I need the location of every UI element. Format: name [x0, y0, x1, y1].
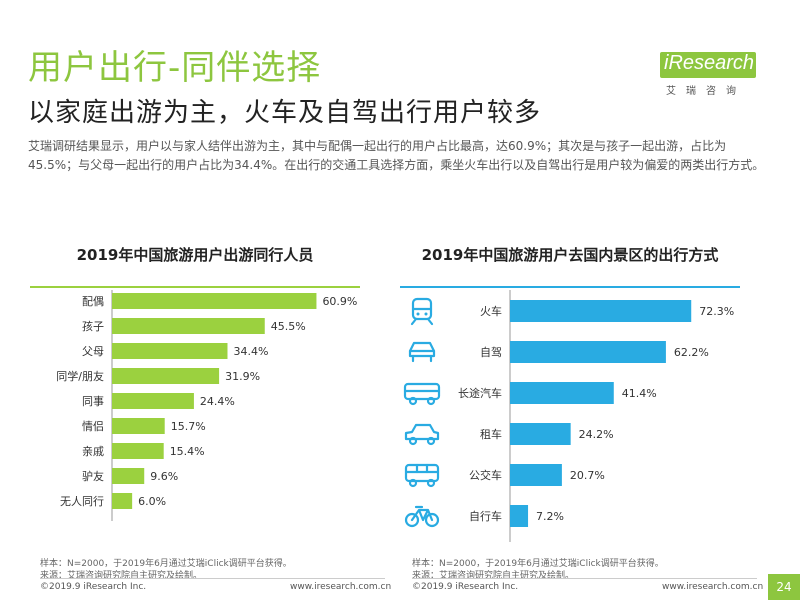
category-label: 驴友: [82, 469, 104, 483]
logo-name: iResearch: [664, 52, 755, 74]
bar: [112, 418, 165, 434]
data-label: 15.7%: [171, 420, 206, 433]
category-label: 孩子: [82, 320, 104, 333]
category-label: 租车: [480, 427, 502, 441]
bicycle-icon: [404, 505, 440, 528]
category-label: 公交车: [469, 468, 502, 482]
bar: [510, 423, 571, 445]
bar: [510, 382, 614, 404]
category-label: 自行车: [469, 509, 502, 523]
footer-url: www.iresearch.com.cn: [662, 582, 764, 592]
bar: [112, 443, 164, 459]
category-label: 情侣: [82, 419, 104, 433]
category-label: 自驾: [480, 346, 502, 359]
data-label: 72.3%: [699, 305, 734, 318]
data-label: 41.4%: [622, 387, 657, 400]
page-description: 艾瑞调研结果显示，用户以与家人结伴出游为主，其中与配偶一起出行的用户占比最高，达…: [28, 139, 765, 172]
bar: [510, 505, 529, 527]
panel-divider: [30, 286, 360, 288]
category-label: 父母: [82, 345, 104, 358]
page-number: 24: [768, 574, 800, 600]
minibus-icon: [404, 463, 440, 488]
data-label: 7.2%: [536, 510, 564, 523]
source-text: 来源：艾瑞咨询研究院自主研究及绘制。: [412, 571, 575, 581]
footer-copyright: ©2019.9 iResearch Inc.: [40, 582, 147, 592]
bar: [112, 343, 228, 359]
car-icon: [408, 341, 436, 363]
data-label: 31.9%: [225, 370, 260, 383]
data-label: 20.7%: [570, 469, 605, 482]
category-label: 配偶: [82, 295, 104, 308]
bar: [112, 468, 145, 484]
data-label: 34.4%: [233, 345, 268, 358]
sample-note-left: 样本：N=2000，于2019年6月通过艾瑞iClick调研平台获得。 来源：艾…: [40, 558, 292, 582]
companion-bar-chart: 配偶 60.9% 孩子 45.5% 父母 34.4% 同学/朋友 31.9% 同事 24.4% 情侣…: [56, 290, 357, 521]
data-label: 45.5%: [271, 320, 306, 333]
bar: [112, 318, 265, 334]
category-label: 亲戚: [82, 444, 104, 458]
panel-divider: [400, 286, 740, 288]
logo-subtitle: 艾瑞咨询: [666, 86, 746, 97]
page-title: 用户出行-同伴选择: [28, 48, 322, 88]
category-label: 同事: [82, 395, 104, 408]
companion-chart-panel: 2019年中国旅游用户出游同行人员 配偶 60.9% 孩子 45.5% 父母 34.4% 同…: [30, 230, 360, 570]
bar: [510, 300, 692, 322]
logo-badge: [660, 52, 756, 78]
data-label: 6.0%: [138, 495, 166, 508]
bar: [112, 293, 317, 309]
bar: [112, 493, 133, 509]
bus-icon: [403, 382, 441, 406]
bar: [510, 464, 562, 486]
data-label: 60.9%: [322, 295, 357, 308]
bar: [112, 393, 194, 409]
sample-text: 样本：N=2000，于2019年6月通过艾瑞iClick调研平台获得。: [40, 559, 292, 569]
transport-bar-chart: 火车 72.3% 自驾 62.2% 长途汽车 41.4% 租车 24.2% 公交车 20.7% 自行…: [403, 290, 734, 542]
category-label: 火车: [480, 304, 502, 318]
rental-car-icon: [404, 423, 440, 446]
page-subtitle: 以家庭出游为主，火车及自驾出行用户较多: [28, 98, 542, 128]
footer-line: [40, 578, 385, 579]
train-icon: [410, 297, 434, 326]
sample-text: 样本：N=2000，于2019年6月通过艾瑞iClick调研平台获得。: [412, 559, 664, 569]
data-label: 62.2%: [674, 346, 709, 359]
footer-line: [412, 578, 757, 579]
transport-chart-title: 2019年中国旅游用户去国内景区的出行方式: [421, 246, 719, 264]
source-text: 来源：艾瑞咨询研究院自主研究及绘制。: [40, 571, 203, 581]
footer-url: www.iresearch.com.cn: [290, 582, 392, 592]
bar: [112, 368, 220, 384]
footer-copyright: ©2019.9 iResearch Inc.: [412, 582, 519, 592]
sample-note-right: 样本：N=2000，于2019年6月通过艾瑞iClick调研平台获得。 来源：艾…: [412, 558, 664, 582]
data-label: 24.4%: [200, 395, 235, 408]
bar: [510, 341, 666, 363]
companion-chart-title: 2019年中国旅游用户出游同行人员: [76, 246, 314, 264]
category-label: 无人同行: [60, 495, 104, 508]
data-label: 15.4%: [170, 445, 205, 458]
transport-chart-panel: 2019年中国旅游用户去国内景区的出行方式 火车 72.3% 自驾 62.2% 长途汽车…: [400, 230, 740, 570]
iresearch-logo: iResearch 艾瑞咨询: [660, 38, 770, 98]
data-label: 24.2%: [579, 428, 614, 441]
data-label: 9.6%: [150, 470, 178, 483]
category-label: 长途汽车: [458, 386, 502, 400]
category-label: 同学/朋友: [56, 369, 104, 383]
